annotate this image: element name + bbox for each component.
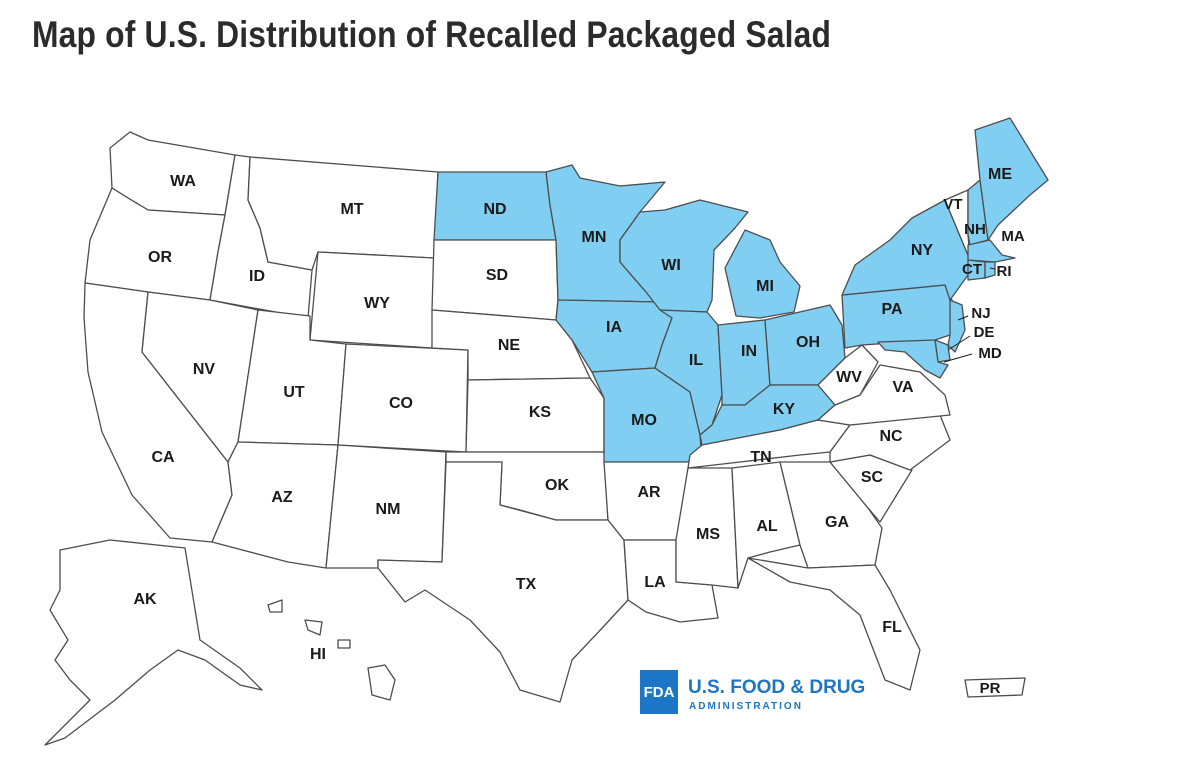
label-CA: CA [151, 449, 175, 466]
leader-md [943, 353, 973, 363]
label-NH: NH [964, 221, 986, 238]
label-DE: DE [974, 324, 995, 341]
label-HI: HI [310, 646, 326, 663]
label-AZ: AZ [271, 489, 293, 506]
label-IL: IL [689, 352, 703, 369]
state-RI [984, 261, 996, 279]
label-AK: AK [133, 591, 157, 608]
label-LA: LA [644, 574, 666, 591]
label-WI: WI [661, 257, 681, 274]
label-PA: PA [881, 301, 902, 318]
label-MI: MI [756, 278, 774, 295]
state-AK [44, 539, 263, 746]
label-GA: GA [825, 514, 849, 531]
label-TX: TX [516, 576, 537, 593]
label-MA: MA [1001, 228, 1024, 245]
label-IA: IA [606, 319, 622, 336]
fda-logo: FDA U.S. FOOD & DRUG ADMINISTRATION [640, 670, 865, 714]
label-MS: MS [696, 526, 720, 543]
label-AL: AL [756, 518, 778, 535]
label-AR: AR [637, 484, 661, 501]
label-IN: IN [741, 343, 757, 360]
fda-logo-subtitle: ADMINISTRATION [689, 701, 803, 712]
label-SD: SD [486, 267, 508, 284]
fda-logo-box [640, 670, 678, 714]
state-MI [724, 229, 801, 319]
label-NC: NC [879, 428, 903, 445]
label-KY: KY [773, 401, 796, 418]
leader-ri [989, 267, 996, 270]
label-VA: VA [892, 379, 913, 396]
state-PR [964, 677, 1026, 698]
label-CO: CO [389, 395, 413, 412]
label-MN: MN [582, 229, 607, 246]
fda-logo-letters: FDA [644, 684, 675, 701]
state-MD [877, 339, 949, 379]
label-SC: SC [861, 469, 884, 486]
label-OK: OK [545, 477, 569, 494]
label-OR: OR [148, 249, 172, 266]
state-ME [974, 117, 1049, 241]
state-TN [687, 419, 851, 469]
label-NJ: NJ [971, 305, 990, 322]
state-NJ [947, 299, 966, 353]
label-ME: ME [988, 166, 1012, 183]
label-RI: RI [997, 263, 1012, 280]
leader-nj [957, 315, 969, 321]
label-MO: MO [631, 412, 657, 429]
leader-de [947, 335, 971, 351]
label-VT: VT [943, 196, 962, 213]
state-WI [619, 199, 749, 313]
label-PR: PR [980, 680, 1001, 697]
label-NV: NV [193, 361, 216, 378]
state-TX [377, 461, 629, 703]
label-ND: ND [483, 201, 506, 218]
state-HI [267, 599, 396, 701]
label-KS: KS [529, 404, 552, 421]
label-TN: TN [750, 449, 771, 466]
label-WY: WY [364, 295, 390, 312]
label-CT: CT [962, 261, 982, 278]
label-NM: NM [376, 501, 401, 518]
label-NY: NY [911, 242, 934, 259]
label-NE: NE [498, 337, 521, 354]
page-title: Map of U.S. Distribution of Recalled Pac… [32, 14, 832, 55]
label-WA: WA [170, 173, 196, 190]
label-ID: ID [249, 268, 265, 285]
label-UT: UT [283, 384, 305, 401]
label-OH: OH [796, 334, 820, 351]
state-VA [817, 364, 951, 426]
label-MT: MT [340, 201, 363, 218]
state-FL [747, 557, 921, 691]
state-WV [817, 344, 879, 406]
label-MD: MD [978, 345, 1001, 362]
fda-logo-name: U.S. FOOD & DRUG [688, 677, 865, 698]
label-FL: FL [882, 619, 902, 636]
label-WV: WV [836, 369, 862, 386]
